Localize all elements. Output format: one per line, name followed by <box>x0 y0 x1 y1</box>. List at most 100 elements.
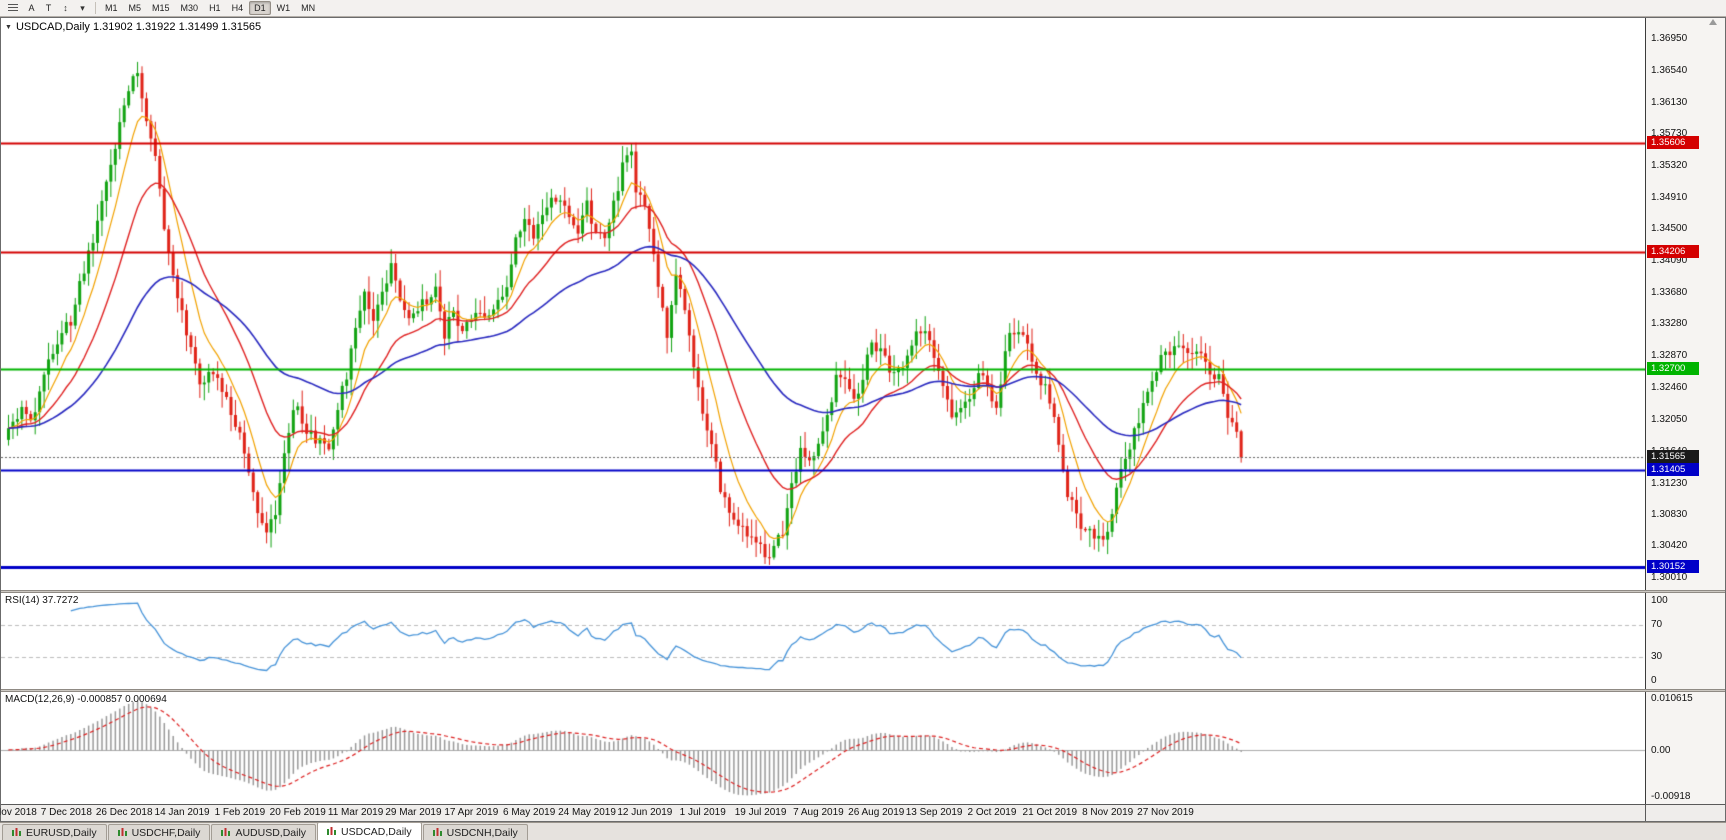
chart-title: ▼ USDCAD,Daily 1.31902 1.31922 1.31499 1… <box>5 21 261 33</box>
x-axis-label: 21 Oct 2019 <box>1022 807 1078 818</box>
rsi-panel[interactable]: RSI(14) 37.7272 100 70 30 0 <box>1 593 1725 689</box>
tab-usdchf-daily[interactable]: USDCHF,Daily <box>107 824 211 840</box>
tab-eurusd-daily[interactable]: EURUSD,Daily <box>2 824 107 840</box>
x-axis-label: 11 Mar 2019 <box>327 807 384 818</box>
price-axis[interactable]: 1.36950 1.36540 1.36130 1.35730 1.35320 1.349… <box>1645 18 1725 590</box>
tab-label: AUDUSD,Daily <box>235 826 307 839</box>
y-axis-label: 1.30010 <box>1651 572 1688 584</box>
macd-chart-canvas[interactable] <box>1 692 1645 804</box>
y-axis-label: 1.30830 <box>1651 508 1688 520</box>
rsi-label: RSI(14) 37.7272 <box>5 595 79 606</box>
y-axis-label: 1.33280 <box>1651 318 1688 330</box>
chart-tab-icon <box>327 827 337 836</box>
y-axis-label: 1.32050 <box>1651 413 1688 425</box>
tab-label: USDCNH,Daily <box>446 826 518 839</box>
timeframe-group: M1 M5 M15 M30 H1 H4 D1 W1 MN <box>100 1 320 15</box>
text-tool-button[interactable]: T <box>45 3 52 13</box>
x-axis-label: 29 Mar 2019 <box>385 807 442 818</box>
symbol-ohlc-label: USDCAD,Daily 1.31902 1.31922 1.31499 1.3… <box>15 21 262 33</box>
dropdown-chevron-icon[interactable]: ▾ <box>80 2 85 13</box>
rsi-axis-label: 30 <box>1651 651 1663 662</box>
toolbar-separator <box>95 2 96 14</box>
x-axis-label: 6 May 2019 <box>503 807 556 818</box>
x-axis-label: 27 Nov 2019 <box>1137 807 1194 818</box>
panel-divider[interactable] <box>1 689 1725 692</box>
x-axis-label: 7 Aug 2019 <box>793 807 844 818</box>
x-axis-label: 19 Jul 2019 <box>734 807 787 818</box>
timeframe-button-m15[interactable]: M15 <box>152 3 170 13</box>
y-axis-label: 1.32460 <box>1651 381 1688 393</box>
x-axis-label: 20 Feb 2019 <box>269 807 326 818</box>
timeframe-button-h1[interactable]: H1 <box>209 3 221 13</box>
timeframe-button-m5[interactable]: M5 <box>128 3 142 13</box>
x-axis-label: 2 Oct 2019 <box>967 807 1017 818</box>
price-chart-canvas[interactable] <box>1 18 1645 590</box>
x-axis-label: 1 Feb 2019 <box>214 807 266 818</box>
tab-label: USDCAD,Daily <box>341 825 412 838</box>
macd-axis-label: -0.00918 <box>1651 791 1691 802</box>
macd-axis[interactable]: 0.010615 0.00 -0.00918 <box>1645 692 1725 804</box>
current-price-badge: 1.31565 <box>1647 450 1699 464</box>
chart-tab-icon <box>221 828 231 837</box>
y-axis-label: 1.34500 <box>1651 223 1688 235</box>
tab-label: USDCHF,Daily <box>131 826 201 839</box>
price-line-badge: 1.32700 <box>1647 362 1699 376</box>
price-panel[interactable]: ▼ USDCAD,Daily 1.31902 1.31922 1.31499 1… <box>1 18 1725 590</box>
annotate-a-button[interactable]: A <box>28 3 35 13</box>
timeframe-button-m30[interactable]: M30 <box>180 3 199 13</box>
x-axis-label: 26 Aug 2019 <box>848 807 905 818</box>
timeframe-button-m1[interactable]: M1 <box>105 3 118 13</box>
chart-tab-icon <box>432 828 443 837</box>
timeframe-button-mn[interactable]: MN <box>301 3 316 13</box>
y-axis-label: 1.30420 <box>1651 540 1688 552</box>
tab-audusd-daily[interactable]: AUDUSD,Daily <box>211 824 317 840</box>
y-axis-label: 1.32870 <box>1651 350 1688 362</box>
y-axis-label: 1.35730 <box>1651 127 1688 139</box>
macd-label: MACD(12,26,9) -0.000857 0.000694 <box>5 694 167 705</box>
price-line-badge: 1.30152 <box>1647 560 1699 574</box>
y-axis-label: 1.33680 <box>1651 287 1688 299</box>
menu-lines-icon <box>8 4 18 12</box>
x-axis-label: 17 Apr 2019 <box>444 807 499 818</box>
x-axis-label: 8 Nov 2019 <box>1082 807 1134 818</box>
price-line-badge: 1.34206 <box>1647 245 1699 259</box>
axis-scroll-up-icon[interactable] <box>1709 19 1717 25</box>
x-axis-label: 19 Nov 2018 <box>0 807 37 818</box>
timeframe-button-h4[interactable]: H4 <box>231 3 244 13</box>
x-axis-label: 12 Jun 2019 <box>617 807 673 818</box>
chart-tabs-bar: EURUSD,Daily USDCHF,Daily AUDUSD,Daily USDC… <box>0 822 1726 840</box>
y-axis-label: 1.35320 <box>1651 159 1688 171</box>
x-axis-label: 1 Jul 2019 <box>679 807 726 818</box>
timeframe-button-w1[interactable]: W1 <box>276 3 291 13</box>
rsi-axis-label: 70 <box>1651 619 1663 630</box>
price-line-badge: 1.35606 <box>1647 136 1699 150</box>
y-axis-label: 1.36130 <box>1651 96 1688 108</box>
collapse-triangle-icon[interactable]: ▼ <box>5 23 12 31</box>
chart-window: ▼ USDCAD,Daily 1.31902 1.31922 1.31499 1… <box>0 17 1726 822</box>
y-axis-label: 1.34910 <box>1651 191 1688 203</box>
scale-arrows-icon[interactable]: ↕ <box>63 3 68 13</box>
macd-panel[interactable]: MACD(12,26,9) -0.000857 0.000694 0.01061… <box>1 692 1725 804</box>
x-axis-label: 7 Dec 2018 <box>40 807 92 818</box>
chart-tab-icon <box>117 828 128 837</box>
chart-tab-icon <box>12 828 22 837</box>
axis-corner <box>1645 805 1725 821</box>
tab-usdcad-daily[interactable]: USDCAD,Daily <box>317 822 422 840</box>
x-axis-label: 14 Jan 2019 <box>154 807 210 818</box>
price-line-badge: 1.31405 <box>1647 462 1699 476</box>
rsi-axis-label: 0 <box>1651 675 1657 686</box>
tab-usdcnh-daily[interactable]: USDCNH,Daily <box>422 824 528 840</box>
panel-divider[interactable] <box>1 590 1725 593</box>
y-axis-label: 1.36540 <box>1651 64 1688 76</box>
macd-axis-label: 0.00 <box>1651 744 1671 756</box>
rsi-axis[interactable]: 100 70 30 0 <box>1645 593 1725 689</box>
rsi-chart-canvas[interactable] <box>1 593 1645 689</box>
y-axis-label: 1.34090 <box>1651 255 1688 267</box>
timeframe-button-d1[interactable]: D1 <box>249 1 271 15</box>
y-axis-label: 1.31230 <box>1651 477 1688 489</box>
chart-list-icon[interactable] <box>3 1 23 15</box>
y-axis-label: 1.36950 <box>1651 32 1688 44</box>
